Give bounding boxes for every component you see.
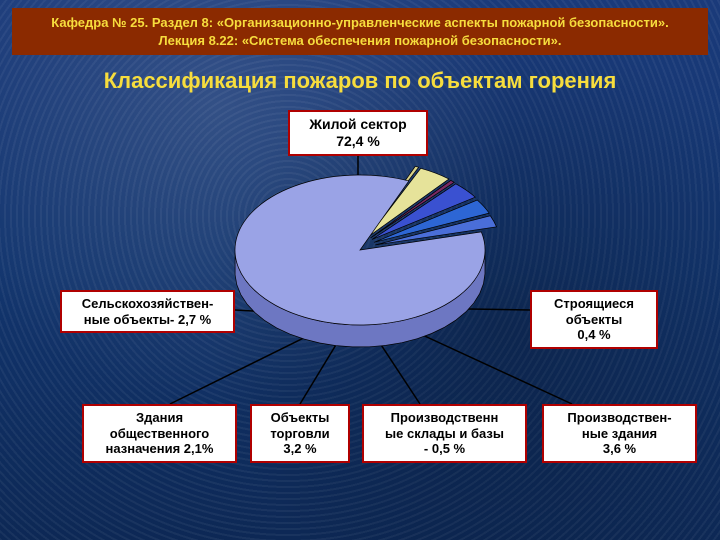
slide-stage: Кафедра № 25. Раздел 8: «Организационно-… <box>0 0 720 540</box>
callout-line: 3,2 % <box>258 441 342 457</box>
callout-line: Жилой сектор <box>296 116 420 133</box>
callout-warehouses: Производственные склады и базы- 0,5 % <box>362 404 527 463</box>
callout-line: Производственн <box>370 410 519 426</box>
callout-line: Объекты <box>258 410 342 426</box>
header-line2: Лекция 8.22: «Система обеспечения пожарн… <box>22 32 698 50</box>
callout-line: Сельскохозяйствен- <box>68 296 227 312</box>
slide-header: Кафедра № 25. Раздел 8: «Организационно-… <box>12 8 708 55</box>
callout-line: Здания <box>90 410 229 426</box>
callout-public: Зданияобщественногоназначения 2,1% <box>82 404 237 463</box>
callout-line: торговли <box>258 426 342 442</box>
callout-line: 0,4 % <box>538 327 650 343</box>
callout-construction: Строящиесяобъекты0,4 % <box>530 290 658 349</box>
callout-line: объекты <box>538 312 650 328</box>
callout-line: 72,4 % <box>296 133 420 150</box>
slide-title: Классификация пожаров по объектам горени… <box>0 68 720 94</box>
callout-residential: Жилой сектор72,4 % <box>288 110 428 156</box>
header-line1: Кафедра № 25. Раздел 8: «Организационно-… <box>22 14 698 32</box>
callout-line: общественного <box>90 426 229 442</box>
callout-line: - 0,5 % <box>370 441 519 457</box>
callout-line: ные здания <box>550 426 689 442</box>
callout-line: ные объекты- 2,7 % <box>68 312 227 328</box>
callout-agri: Сельскохозяйствен-ные объекты- 2,7 % <box>60 290 235 333</box>
callout-trade: Объектыторговли3,2 % <box>250 404 350 463</box>
callout-line: Строящиеся <box>538 296 650 312</box>
callout-prod_build: Производствен-ные здания3,6 % <box>542 404 697 463</box>
callout-line: Производствен- <box>550 410 689 426</box>
pie-chart <box>220 160 500 360</box>
callout-line: назначения 2,1% <box>90 441 229 457</box>
callout-line: 3,6 % <box>550 441 689 457</box>
callout-line: ые склады и базы <box>370 426 519 442</box>
